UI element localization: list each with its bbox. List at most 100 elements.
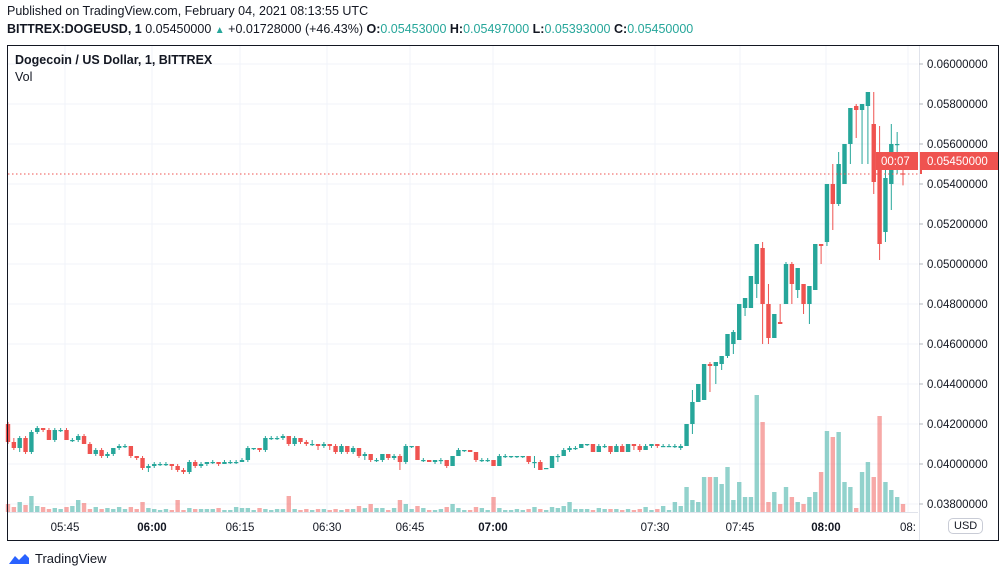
candle-body: [532, 462, 537, 464]
volume-bar: [23, 505, 28, 512]
volume-bar: [842, 482, 847, 512]
candle-body: [561, 450, 566, 456]
volume-bar: [590, 510, 596, 512]
volume-bar: [216, 508, 221, 512]
low-label: L:: [532, 22, 545, 36]
candle-body: [690, 402, 695, 424]
volume-bar: [555, 508, 561, 512]
volume-bar: [345, 509, 350, 512]
candle-body: [269, 438, 274, 440]
volume-bar: [257, 508, 262, 512]
candle-body: [614, 446, 619, 452]
volume-bar: [579, 509, 584, 512]
volume-bar: [538, 509, 543, 512]
volume-bar: [169, 510, 174, 512]
candle-body: [848, 108, 853, 144]
candle-body: [678, 446, 683, 448]
volume-bar: [292, 509, 297, 512]
price-tick-label: 0.04400000: [927, 379, 988, 391]
open-label: O:: [366, 22, 381, 36]
volume-bar: [368, 504, 373, 512]
currency-badge[interactable]: USD: [948, 518, 984, 534]
candle-body: [93, 450, 98, 454]
volume-bar: [140, 502, 145, 512]
candle-body: [643, 446, 648, 450]
time-tick-label: 07:00: [478, 522, 507, 534]
candle-body: [701, 364, 707, 400]
volume-bar: [497, 508, 502, 512]
volume-bar: [421, 508, 426, 512]
candle-body: [479, 460, 485, 462]
symbol-ohlc-line: BITTREX:DOGEUSD, 1 0.05450000 ▲ +0.01728…: [7, 22, 693, 36]
candle-body: [111, 448, 116, 454]
volume-bar: [374, 508, 379, 512]
price-tick-label: 0.05600000: [927, 139, 988, 151]
brand-name: TradingView: [35, 551, 107, 566]
volume-bar: [719, 484, 724, 512]
candle-body: [70, 440, 75, 442]
volume-bar: [11, 507, 17, 512]
volume-bar: [233, 507, 239, 512]
volume-bar: [438, 509, 444, 512]
candle-body: [894, 144, 900, 146]
volume-bar: [280, 509, 286, 512]
volume-bar: [479, 508, 485, 512]
volume-bar: [362, 508, 368, 512]
candle-body: [444, 460, 449, 466]
volume-bar: [707, 477, 713, 512]
volume-bar: [854, 508, 859, 512]
candle-body: [239, 460, 245, 462]
candle-body: [309, 444, 315, 446]
candle-body: [192, 462, 198, 466]
volume-bar: [701, 477, 707, 512]
candle-body: [46, 430, 52, 440]
candle-body: [368, 454, 373, 460]
volume-bar: [152, 509, 157, 512]
candle-body: [421, 460, 426, 462]
volume-bar: [473, 507, 479, 512]
volume-bar: [655, 509, 660, 512]
candle-body: [503, 456, 508, 458]
candle-body: [163, 464, 169, 466]
candle-body: [116, 446, 122, 448]
price-tick-label: 0.03800000: [927, 499, 988, 511]
volume-bar: [409, 509, 414, 512]
high-value: 0.05497000: [463, 22, 530, 36]
candle-body: [52, 430, 57, 440]
price-tick-label: 0.05800000: [927, 99, 988, 111]
volume-bar: [503, 510, 508, 512]
candle-body: [491, 460, 496, 466]
price-tick-label: 0.05200000: [927, 219, 988, 231]
tradingview-logo[interactable]: TradingView: [8, 551, 107, 566]
open-value: 0.05453000: [380, 22, 447, 36]
candle-body: [23, 438, 28, 452]
chart-border: [7, 45, 999, 541]
time-tick-label: 08:00: [811, 522, 840, 534]
candle-body: [298, 438, 303, 442]
candle-body: [660, 446, 666, 448]
time-tick-label: 06:00: [137, 522, 166, 534]
price-tick-label: 0.05400000: [927, 179, 988, 191]
candle-body: [58, 430, 63, 432]
volume-bar: [456, 508, 461, 512]
candle-body: [251, 448, 256, 450]
candle-body: [462, 450, 467, 452]
volume-bar: [801, 504, 806, 512]
volume-bar: [304, 509, 309, 512]
volume-bar: [105, 508, 110, 512]
candle-body: [75, 436, 81, 440]
volume-bar: [35, 506, 40, 512]
candle-body: [333, 446, 338, 452]
candle-body: [637, 446, 642, 450]
volume-bar: [859, 472, 865, 512]
volume-bar: [64, 507, 69, 512]
candles: [5, 92, 906, 474]
volume-bar: [157, 510, 163, 512]
candle-body: [696, 384, 701, 402]
candle-body: [204, 462, 210, 464]
candle-body: [456, 450, 461, 456]
high-label: H:: [449, 22, 464, 36]
candle-body: [386, 454, 391, 458]
price-axis: 0.06000000 0.05800000 0.05600000 0.05400000…: [919, 46, 988, 540]
